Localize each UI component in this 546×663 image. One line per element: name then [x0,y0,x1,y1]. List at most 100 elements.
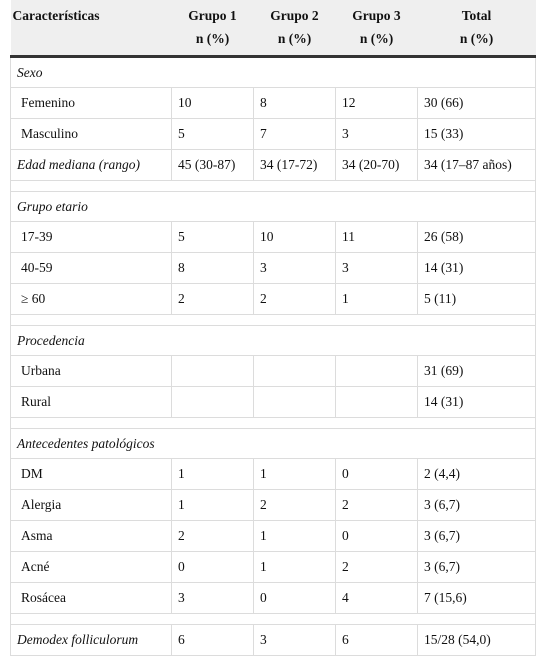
row-label: Femenino [10,87,172,119]
row-label: Alergia [10,489,172,521]
data-row: Urbana 31 (69) [10,355,536,387]
cell: 45 (30-87) [171,149,254,181]
section-row: Procedencia [10,325,536,356]
cell: 1 [253,551,336,583]
column-title: Grupo 3 [352,8,401,23]
cell: 34 (17-72) [253,149,336,181]
data-row: Edad mediana (rango) 45 (30-87) 34 (17-72)… [10,149,536,181]
cell: 2 [253,283,336,315]
data-row: ≥ 60 2 2 1 5 (11) [10,283,536,315]
cell: 2 [335,489,418,521]
cell: 7 [253,118,336,150]
cell: 2 [171,520,254,552]
section-row: Sexo [10,56,536,88]
cell: 3 [253,252,336,284]
cell: 34 (17–87 años) [417,149,536,181]
spacer-cell [10,613,536,625]
data-row: Masculino 5 7 3 15 (33) [10,118,536,150]
data-row: Asma 2 1 0 3 (6,7) [10,520,536,552]
data-row: DM 1 1 0 2 (4,4) [10,458,536,490]
cell: 10 [253,221,336,253]
data-row: 17-39 5 10 11 26 (58) [10,221,536,253]
cell: 4 [335,582,418,614]
column-header: Grupo 3 n (%) [335,0,418,58]
cell: 8 [253,87,336,119]
cell: 2 [171,283,254,315]
cell: 3 [253,624,336,656]
cell: 5 (11) [417,283,536,315]
row-label: Rosácea [10,582,172,614]
cell [335,355,418,387]
cell: 3 [335,118,418,150]
row-label: Masculino [10,118,172,150]
section-row: Grupo etario [10,191,536,222]
spacer-cell [10,417,536,429]
cell: 0 [253,582,336,614]
data-row: Acné 0 1 2 3 (6,7) [10,551,536,583]
cell: 0 [171,551,254,583]
row-label: Acné [10,551,172,583]
cell: 3 (6,7) [417,551,536,583]
cell: 1 [253,520,336,552]
cell: 0 [335,458,418,490]
cell: 12 [335,87,418,119]
cell: 2 [335,551,418,583]
column-header: Grupo 2 n (%) [253,0,336,58]
cell: 0 [335,520,418,552]
cell: 34 (20-70) [335,149,418,181]
column-header: Grupo 1 n (%) [171,0,254,58]
column-subtitle: n (%) [277,31,312,46]
cell [171,355,254,387]
cell: 15/28 (54,0) [417,624,536,656]
column-title: Grupo 2 [270,8,319,23]
spacer-row [10,613,536,625]
cell: 5 [171,221,254,253]
cell: 14 (31) [417,252,536,284]
data-row: Demodex folliculorum 6 3 6 15/28 (54,0) [10,624,536,656]
cell: 8 [171,252,254,284]
data-row: Rural 14 (31) [10,386,536,418]
table-body: Sexo Femenino 10 8 12 30 (66) Masculino 5 7 3 15 (… [10,56,536,656]
cell: 1 [171,458,254,490]
spacer-cell [10,180,536,192]
row-label: Asma [10,520,172,552]
cell: 15 (33) [417,118,536,150]
data-row: 40-59 8 3 3 14 (31) [10,252,536,284]
cell: 11 [335,221,418,253]
row-label: DM [10,458,172,490]
spacer-row [10,180,536,192]
cell: 14 (31) [417,386,536,418]
row-label: Urbana [10,355,172,387]
spacer-row [10,417,536,429]
column-subtitle: n (%) [459,31,494,46]
row-label: 40-59 [10,252,172,284]
cell: 1 [253,458,336,490]
spacer-cell [10,314,536,326]
cell: 6 [171,624,254,656]
cell: 30 (66) [417,87,536,119]
data-row: Rosácea 3 0 4 7 (15,6) [10,582,536,614]
column-header: Total n (%) [417,0,536,58]
data-row: Alergia 1 2 2 3 (6,7) [10,489,536,521]
column-subtitle: n (%) [195,31,230,46]
cell: 26 (58) [417,221,536,253]
cell: 5 [171,118,254,150]
spacer-row [10,314,536,326]
section-row: Antecedentes patológicos [10,428,536,459]
cell: 3 (6,7) [417,489,536,521]
row-label: 17-39 [10,221,172,253]
cell [253,386,336,418]
column-subtitle: n (%) [359,31,394,46]
cell: 6 [335,624,418,656]
cell: 7 (15,6) [417,582,536,614]
cell: 1 [171,489,254,521]
cell: 31 (69) [417,355,536,387]
column-title: Características [12,8,100,23]
section-title: Antecedentes patológicos [10,428,536,459]
cell [335,386,418,418]
section-title: Procedencia [10,325,536,356]
cell: 3 [335,252,418,284]
